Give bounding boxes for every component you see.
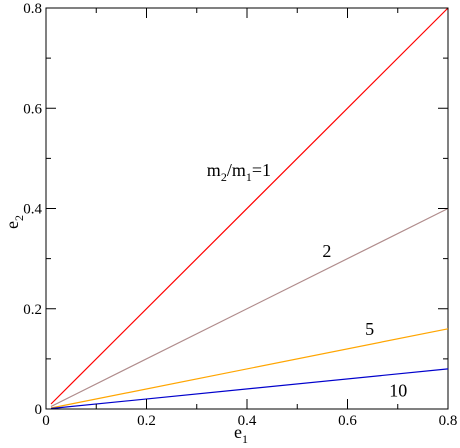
y-tick-label: 0.4 [23, 202, 42, 218]
x-tick-label: 0 [42, 413, 50, 429]
y-tick-label: 0.8 [23, 1, 42, 17]
x-tick-label: 0.6 [338, 413, 357, 429]
tick-labels-layer: 0 0.2 0.4 0.6 0.8 0 0.2 0.4 0.6 0.8 [23, 1, 457, 429]
ticks-layer [45, 7, 449, 410]
series-line-2 [50, 328, 449, 409]
y-axis-label-main: e [2, 221, 22, 229]
series-line-0 [50, 7, 449, 405]
x-axis-label-sub: 1 [242, 432, 248, 446]
series-annotation-2: 5 [365, 319, 374, 339]
series-layer [50, 7, 449, 410]
series-annotation-0: m2/m1=1 [207, 160, 271, 184]
y-axis-label: e2 [2, 215, 26, 229]
x-axis-label: e1 [234, 422, 248, 446]
x-tick-label: 0.4 [238, 413, 257, 429]
y-axis-label-sub: 2 [12, 215, 26, 221]
x-tick-label: 0.8 [439, 413, 458, 429]
series-line-1 [50, 207, 449, 408]
y-tick-label: 0.6 [23, 101, 42, 117]
annotations-layer: m2/m1=1 2 5 10 [207, 160, 407, 401]
series-line-3 [50, 368, 449, 410]
series-annotation-3: 10 [389, 380, 407, 400]
series-annotation-1: 2 [322, 241, 331, 261]
y-tick-label: 0.2 [23, 302, 42, 318]
x-axis-label-main: e [234, 422, 242, 442]
y-tick-label: 0 [35, 402, 43, 418]
x-tick-label: 0.2 [137, 413, 156, 429]
